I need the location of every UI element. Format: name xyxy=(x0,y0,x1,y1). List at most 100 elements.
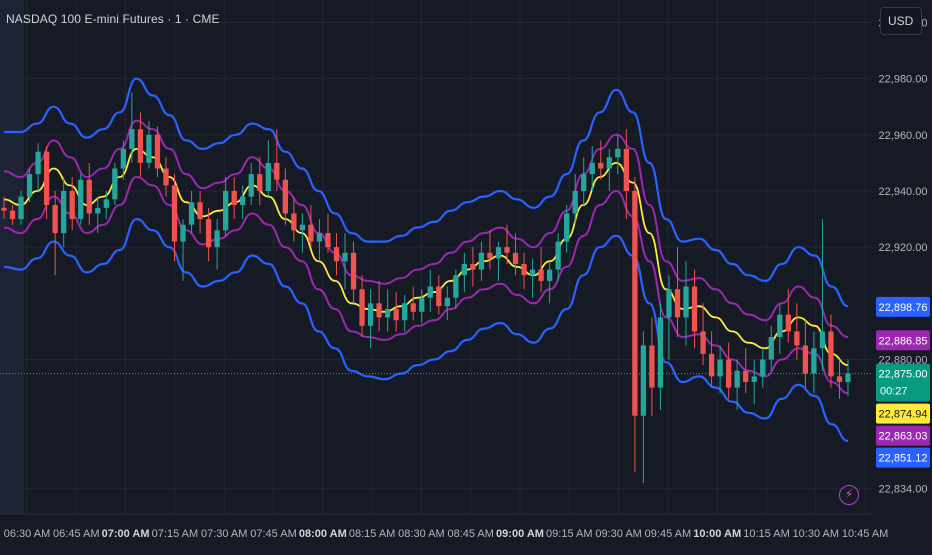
candle-body xyxy=(743,370,749,382)
candle-body xyxy=(1,207,7,211)
y-tick-label: 22,960.00 xyxy=(879,130,928,142)
candle-body xyxy=(308,224,314,242)
candle-body xyxy=(214,230,220,248)
x-tick-label: 09:00 AM xyxy=(496,528,544,540)
candle-body xyxy=(325,233,331,248)
candle-body xyxy=(257,174,263,191)
candle-body xyxy=(674,289,681,318)
y-tick-label: 22,880.00 xyxy=(879,355,928,367)
y-tick-label: 22,980.00 xyxy=(879,74,928,86)
candle-body xyxy=(470,264,476,270)
candle-body xyxy=(615,148,621,158)
time-axis[interactable]: 06:30 AM 06:45 AM 07:00 AM 07:15 AM 07:30 AM… xyxy=(4,528,889,540)
x-tick-label: 10:45 AM xyxy=(842,528,888,540)
candle-body xyxy=(700,331,706,354)
candle-body xyxy=(487,252,493,259)
candle-body xyxy=(43,151,50,206)
price-label-box xyxy=(876,363,930,402)
candle-body xyxy=(35,151,41,175)
x-tick-label: 07:15 AM xyxy=(152,528,198,540)
price-label-text: 22,851.12 xyxy=(879,453,928,465)
candle-body xyxy=(376,303,382,318)
candle-body xyxy=(572,190,578,214)
candle-body xyxy=(103,199,109,208)
band-center xyxy=(3,148,849,366)
candle-body xyxy=(265,162,271,191)
candle-body xyxy=(632,190,638,416)
session-shade xyxy=(0,0,24,514)
candle-body xyxy=(402,303,408,321)
candle-body xyxy=(95,207,101,214)
x-tick-label: 09:30 AM xyxy=(595,528,641,540)
candle-body xyxy=(836,376,843,382)
candle-body xyxy=(811,348,817,374)
candle-body xyxy=(564,213,570,242)
candle-body xyxy=(461,264,468,276)
candle-body xyxy=(606,157,612,169)
candle-body xyxy=(666,289,672,318)
x-tick-label: 06:30 AM xyxy=(4,528,50,540)
x-tick-label: 08:45 AM xyxy=(447,528,493,540)
x-tick-label: 09:45 AM xyxy=(645,528,691,540)
candle-body xyxy=(444,297,450,307)
candle-body xyxy=(367,303,374,326)
x-tick-label: 06:45 AM xyxy=(53,528,99,540)
candle-body xyxy=(359,289,365,326)
candle-body xyxy=(384,308,391,318)
candles xyxy=(1,92,851,484)
x-tick-label: 10:15 AM xyxy=(743,528,789,540)
candle-body xyxy=(751,376,757,382)
candle-body xyxy=(657,317,664,388)
candle-body xyxy=(231,190,237,206)
candle-body xyxy=(240,196,246,206)
candle-body xyxy=(9,210,16,220)
candle-body xyxy=(640,345,647,416)
candle-body xyxy=(120,148,126,169)
candle-body xyxy=(819,331,826,349)
candle-body xyxy=(777,314,783,338)
y-tick-label: 22,920.00 xyxy=(879,242,928,254)
x-tick-label: 07:45 AM xyxy=(250,528,296,540)
price-label-box xyxy=(876,403,930,424)
candle-body xyxy=(350,252,357,290)
candle-body xyxy=(708,353,715,377)
currency-button[interactable]: USD xyxy=(880,7,922,35)
candle-body xyxy=(342,252,348,262)
price-label-box xyxy=(876,447,930,468)
symbol-title[interactable]: NASDAQ 100 E-mini Futures · 1 · CME xyxy=(6,12,220,26)
candle-body xyxy=(478,252,485,270)
candle-body xyxy=(316,233,323,242)
band-outer_lower xyxy=(3,218,849,443)
candle-body xyxy=(299,224,306,231)
y-tick-label: 22,834.00 xyxy=(879,484,928,496)
candle-body xyxy=(112,168,118,200)
candle-body xyxy=(726,359,732,388)
candle-body xyxy=(768,337,774,360)
x-tick-label: 08:30 AM xyxy=(398,528,444,540)
candle-body xyxy=(649,345,655,388)
candle-body xyxy=(86,179,92,214)
candle-body xyxy=(717,359,723,377)
candle-body xyxy=(171,185,178,242)
x-tick-label: 09:15 AM xyxy=(546,528,592,540)
candle-body xyxy=(785,314,791,332)
candle-body xyxy=(52,205,58,234)
candle-body xyxy=(802,345,809,374)
candle-body xyxy=(291,213,297,231)
band-outer_upper xyxy=(4,77,849,308)
price-label-box xyxy=(876,330,930,351)
candle-body xyxy=(274,162,280,180)
x-tick-label: 07:00 AM xyxy=(102,528,150,540)
candle-body xyxy=(205,219,212,248)
candle-body xyxy=(137,129,144,163)
candle-body xyxy=(691,286,698,332)
candle-body xyxy=(154,134,161,169)
candle-body xyxy=(436,286,442,307)
x-tick-label: 07:30 AM xyxy=(201,528,247,540)
candle-body xyxy=(26,174,33,197)
lightning-bolt-icon[interactable]: ⚡ xyxy=(839,485,859,505)
price-label-text: 22,898.76 xyxy=(879,302,928,314)
candle-body xyxy=(495,247,502,259)
